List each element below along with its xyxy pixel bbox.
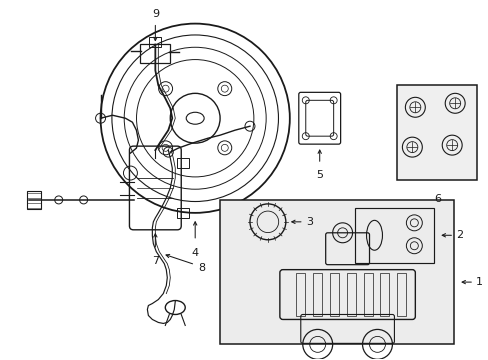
- Text: 7: 7: [151, 256, 159, 266]
- Text: 5: 5: [316, 170, 323, 180]
- Bar: [329, 273, 338, 316]
- Text: 9: 9: [151, 9, 159, 19]
- Bar: [177, 158, 189, 168]
- Text: 6: 6: [433, 194, 440, 204]
- Bar: [295, 273, 304, 316]
- Text: 1: 1: [475, 277, 482, 287]
- Bar: [354, 208, 433, 263]
- Bar: [27, 191, 41, 209]
- Bar: [397, 85, 476, 180]
- Bar: [397, 273, 406, 316]
- Bar: [149, 37, 161, 46]
- Bar: [220, 200, 453, 345]
- Bar: [380, 273, 388, 316]
- Text: 3: 3: [305, 217, 312, 227]
- Bar: [363, 273, 372, 316]
- Bar: [346, 273, 355, 316]
- Text: 4: 4: [191, 248, 198, 258]
- Text: 8: 8: [198, 263, 205, 273]
- Text: 2: 2: [455, 230, 462, 240]
- Bar: [177, 208, 189, 218]
- Bar: [312, 273, 321, 316]
